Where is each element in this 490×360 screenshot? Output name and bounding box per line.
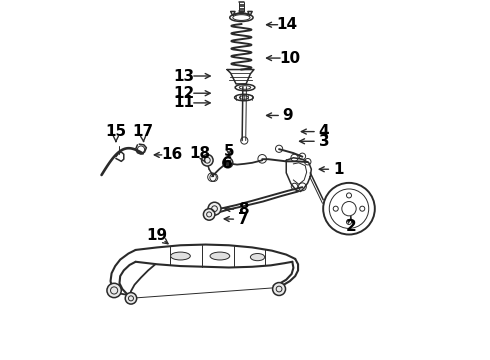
Text: 19: 19 [147, 228, 168, 243]
Ellipse shape [171, 252, 190, 260]
Text: 18: 18 [190, 146, 211, 161]
Text: 10: 10 [279, 50, 300, 66]
Text: 4: 4 [318, 124, 329, 139]
Circle shape [208, 202, 221, 215]
Text: 17: 17 [132, 124, 153, 139]
Circle shape [125, 293, 137, 304]
Circle shape [107, 283, 122, 298]
Text: 15: 15 [105, 124, 126, 139]
Circle shape [272, 283, 286, 296]
Text: 11: 11 [173, 95, 195, 111]
Ellipse shape [210, 252, 230, 260]
Text: 12: 12 [173, 86, 195, 101]
Text: 6: 6 [222, 156, 233, 171]
Text: 13: 13 [173, 68, 195, 84]
Text: 7: 7 [238, 212, 248, 227]
Ellipse shape [250, 253, 265, 261]
Text: 14: 14 [277, 17, 298, 32]
Text: 5: 5 [223, 144, 234, 159]
Circle shape [203, 209, 215, 220]
Text: 8: 8 [238, 202, 248, 217]
Circle shape [201, 154, 213, 166]
Text: 9: 9 [283, 108, 294, 123]
Text: 3: 3 [318, 134, 329, 149]
Text: 16: 16 [161, 147, 182, 162]
Text: 2: 2 [345, 219, 356, 234]
Text: 1: 1 [333, 162, 343, 177]
